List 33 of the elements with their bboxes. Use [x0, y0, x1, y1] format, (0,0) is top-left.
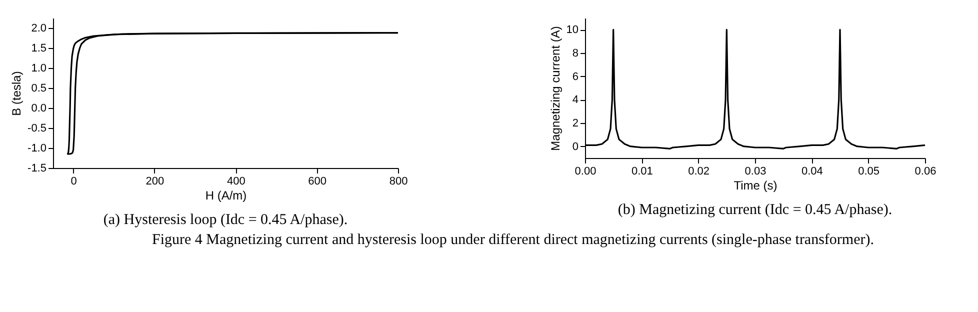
y-tick-label: 0.0 — [31, 102, 46, 114]
x-tick-label: 400 — [226, 176, 246, 188]
x-tick-label: 0.06 — [914, 166, 936, 178]
x-tick-label: 0.05 — [858, 166, 880, 178]
y-axis-title: Magnetizing current (A) — [548, 26, 562, 151]
x-tick-label: 800 — [389, 176, 408, 188]
x-tick-label: 0 — [70, 176, 77, 188]
y-axis-title: B (tesla) — [10, 71, 24, 116]
x-axis-title: H (A/m) — [205, 188, 247, 202]
x-tick-label: 600 — [308, 176, 327, 188]
y-tick-label: 8 — [572, 48, 578, 60]
y-tick-label: 6 — [572, 70, 578, 83]
y-tick-label: 4 — [572, 94, 578, 106]
y-tick-label: 0 — [572, 140, 578, 153]
x-tick-label: 0.03 — [744, 166, 766, 178]
text: (b) Magnetizing current (Idc = 0.45 A/phase). — [618, 202, 892, 218]
y-tick-label: 1.0 — [31, 62, 46, 74]
x-axis-title: Time (s) — [734, 178, 778, 192]
caption: Figure 4 Magnetizing current and hysteresis loop under different direct magnetizing currents (single-phase transformer). — [152, 232, 874, 248]
x-tick-label: 200 — [146, 176, 164, 188]
y-tick-label: 0.5 — [31, 82, 46, 94]
x-tick-label: 0.04 — [801, 166, 823, 178]
y-tick-label: 2.0 — [31, 22, 46, 34]
y-tick-label: -1.0 — [28, 142, 46, 154]
x-tick-label: 0.02 — [688, 166, 710, 178]
y-tick-label: 2 — [572, 118, 578, 130]
y-tick-label: -1.5 — [28, 162, 46, 174]
y-tick-label: 1.5 — [31, 42, 46, 54]
x-tick-label: 0.01 — [631, 166, 653, 178]
y-tick-label: 10 — [566, 24, 578, 36]
y-tick-label: -0.5 — [28, 122, 46, 134]
text: (a) Hysteresis loop (Idc = 0.45 A/phase). — [103, 212, 348, 228]
x-tick-label: 0.00 — [574, 166, 596, 178]
